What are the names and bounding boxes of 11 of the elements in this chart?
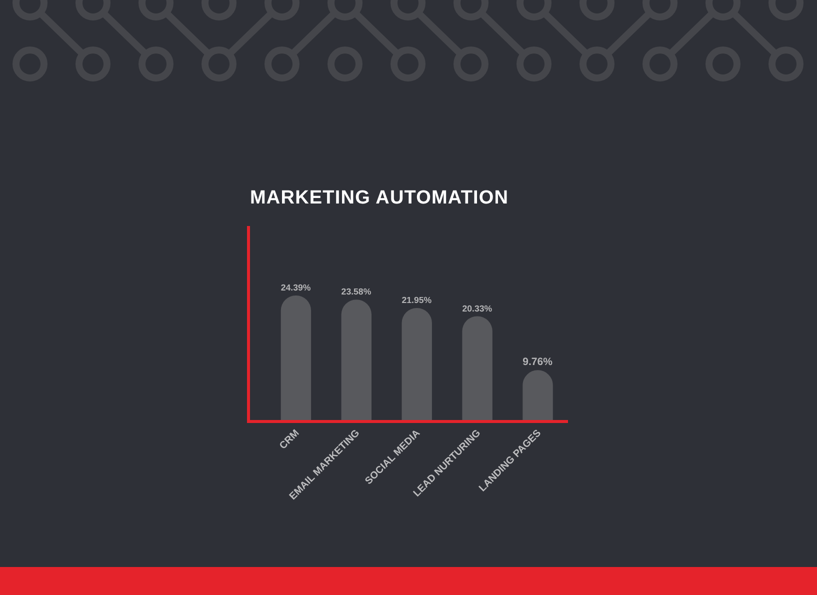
bar bbox=[341, 300, 372, 420]
data-label: 9.76% bbox=[522, 356, 554, 368]
bar bbox=[280, 295, 312, 420]
data-label: 23.58% bbox=[341, 286, 372, 297]
bar bbox=[522, 370, 553, 420]
chart-title: MARKETING AUTOMATION bbox=[250, 188, 509, 209]
bar bbox=[462, 316, 492, 420]
data-label: 21.95% bbox=[402, 295, 432, 306]
bar bbox=[402, 308, 432, 420]
data-label: 24.39% bbox=[280, 282, 311, 293]
data-label: 20.33% bbox=[462, 303, 492, 314]
